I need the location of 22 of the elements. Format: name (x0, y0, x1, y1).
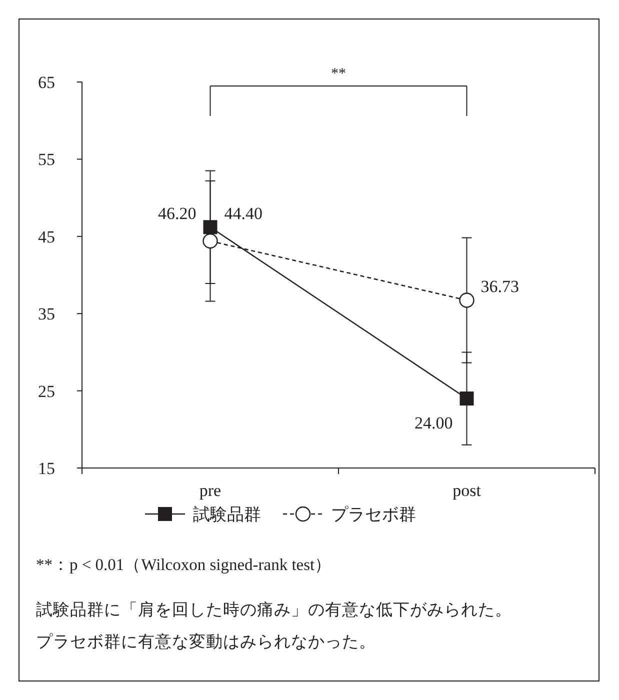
y-tick-label: 55 (38, 150, 55, 170)
y-tick-label: 25 (38, 382, 55, 401)
y-tick-label: 15 (38, 459, 55, 478)
text: プラセボ群に有意な変動はみられなかった。 (36, 632, 376, 651)
data-label: 44.40 (224, 204, 262, 224)
text: ** (331, 66, 346, 82)
point (202, 233, 218, 249)
x-tick-label: post (452, 481, 482, 500)
data-label: 24.00 (414, 414, 453, 433)
y-tick-label: 35 (38, 304, 55, 324)
point (459, 292, 474, 308)
point (203, 220, 218, 234)
legend-label: 試験品群 (193, 505, 261, 524)
data-label: 36.73 (480, 277, 519, 296)
data-label: 46.20 (158, 204, 196, 224)
x-tick-label: pre (199, 481, 222, 500)
text: 試験品群に「肩を回した時の痛み」の有意な低下がみられた。 (36, 600, 512, 619)
y-tick-label: 65 (38, 73, 55, 92)
y-tick-label: 45 (38, 227, 55, 246)
text: **：p < 0.01（Wilcoxon signed-rank test） (36, 555, 332, 574)
point (460, 392, 474, 406)
legend-label: プラセボ群 (331, 505, 416, 524)
